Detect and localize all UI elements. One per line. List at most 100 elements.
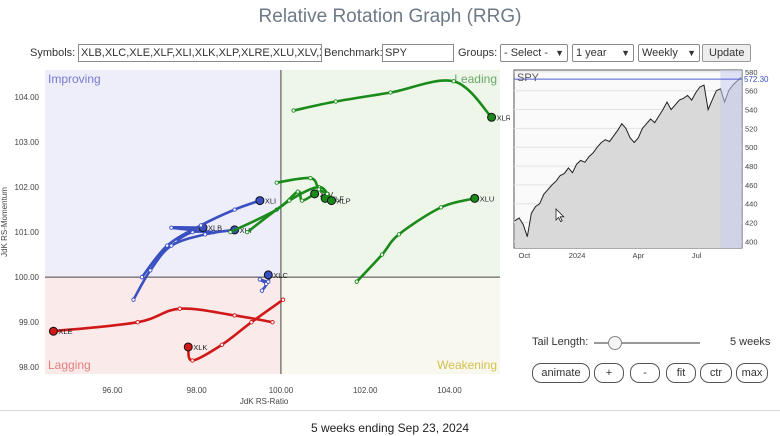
series-head-point[interactable] xyxy=(263,270,273,280)
series-label: XLC xyxy=(273,271,288,280)
tail-length-label: Tail Length: xyxy=(532,336,589,348)
series-tail-point xyxy=(135,320,140,325)
price-tick-label: 480 xyxy=(745,162,758,171)
groups-select[interactable]: - Select - ▼ xyxy=(500,44,568,62)
spy-price-chart[interactable]: SPY 400 420 440 460 480 500 520 540 560 580 Oct 202… xyxy=(0,66,780,266)
selected-period-band xyxy=(720,70,742,248)
series-tail-point xyxy=(177,306,182,311)
series-head-point[interactable] xyxy=(487,112,497,122)
series-label: XLP xyxy=(336,197,350,206)
series-tail-point xyxy=(316,187,321,192)
price-tick-label: 560 xyxy=(745,87,758,96)
series-tail-point xyxy=(325,191,330,197)
y-tick-label: 104.00 xyxy=(15,93,40,102)
series-tail-point xyxy=(190,358,195,363)
series-tail-point xyxy=(232,313,237,318)
series-tail-point xyxy=(291,108,296,113)
quadrant-label-leading: Leading xyxy=(454,72,497,86)
series-head-point[interactable] xyxy=(470,193,480,203)
x-axis-label: JdK RS-Ratio xyxy=(240,397,289,406)
tail-length-slider-handle[interactable] xyxy=(608,336,622,350)
spy-chart-title: SPY xyxy=(517,72,540,84)
y-axis-label: JdK RS-Momentum xyxy=(0,187,9,257)
quadrant-lagging xyxy=(45,277,281,374)
series-tail-point xyxy=(333,99,338,104)
zoom-out-button[interactable]: - xyxy=(630,363,660,383)
series-tail-point xyxy=(438,205,444,210)
last-price-label: 572.30 xyxy=(744,75,769,84)
fit-button[interactable]: fit xyxy=(666,363,696,383)
series-label: XLB xyxy=(208,224,222,233)
series-label: XLU xyxy=(480,194,495,203)
period-select[interactable]: 1 year ▼ xyxy=(572,44,634,62)
quadrant-label-improving: Improving xyxy=(48,72,101,86)
y-tick-label: 102.00 xyxy=(15,183,40,192)
benchmark-label: Benchmark: xyxy=(324,47,383,59)
footer-caption: 5 weeks ending Sep 23, 2024 xyxy=(310,421,470,435)
price-tick-label: 440 xyxy=(745,200,758,209)
series-head-point[interactable] xyxy=(48,326,58,336)
price-tick-label: 540 xyxy=(745,106,758,115)
interval-select[interactable]: Weekly ▼ xyxy=(638,44,700,62)
series-tail-point xyxy=(308,175,313,181)
groups-select-value: - Select - xyxy=(504,47,549,59)
series-tail-point xyxy=(280,297,286,302)
date-tick-label: Jul xyxy=(692,251,702,260)
series-tail-point xyxy=(169,225,174,230)
series-tail-point xyxy=(139,275,145,280)
y-tick-label: 103.00 xyxy=(15,138,40,147)
series-label: XLRE xyxy=(497,113,510,122)
series-head-point[interactable] xyxy=(255,196,265,206)
zoom-in-button[interactable]: + xyxy=(594,363,624,383)
series-tail-point xyxy=(232,207,237,212)
x-tick-label: 102.00 xyxy=(353,386,378,395)
series-tail-point xyxy=(354,279,359,284)
date-tick-label: 2024 xyxy=(569,251,586,260)
series-tail-point xyxy=(388,90,393,95)
animate-button[interactable]: animate xyxy=(532,363,590,383)
date-tick-label: Oct xyxy=(519,251,532,260)
y-tick-label: 101.00 xyxy=(15,228,40,237)
series-xlp[interactable]: XLP xyxy=(274,175,351,206)
series-label: XLE xyxy=(58,327,72,336)
series-xlu[interactable]: XLU xyxy=(354,193,495,284)
series-label: XLK xyxy=(193,343,207,352)
series-tail-point xyxy=(270,320,275,325)
series-head-point[interactable] xyxy=(310,189,320,199)
series-xlre[interactable]: XLRE xyxy=(291,79,510,123)
series-head-point[interactable] xyxy=(183,342,193,352)
symbols-input[interactable]: XLB,XLC,XLE,XLF,XLI,XLK,XLP,XLRE,XLU,XLV… xyxy=(78,44,322,62)
max-button[interactable]: max xyxy=(736,363,768,383)
series-tail-point xyxy=(148,268,153,273)
series-head-point[interactable] xyxy=(326,196,336,206)
series-tail-point xyxy=(274,180,279,185)
rrg-chart[interactable]: Improving Leading Lagging Weakening 96.0… xyxy=(0,66,510,410)
quadrant-weakening xyxy=(280,277,500,374)
center-button[interactable]: ctr xyxy=(700,363,732,383)
update-button[interactable]: Update xyxy=(702,44,752,62)
series-xli[interactable]: XLI xyxy=(139,196,276,280)
series-tail-point xyxy=(249,320,254,325)
series-tail-point xyxy=(257,277,263,282)
series-tail-point xyxy=(259,288,265,293)
series-tail-point xyxy=(266,279,271,284)
series-xle[interactable]: XLE xyxy=(48,306,275,336)
series-tail-point xyxy=(295,189,300,194)
price-tick-label: 520 xyxy=(745,124,758,133)
series-tail-point xyxy=(131,297,136,302)
interval-select-value: Weekly xyxy=(642,47,678,59)
page-title: Relative Rotation Graph (RRG) xyxy=(258,6,522,27)
series-xlc[interactable]: XLC xyxy=(257,270,288,293)
price-tick-label: 580 xyxy=(745,68,758,77)
series-tail-point xyxy=(202,232,208,237)
x-tick-label: 96.00 xyxy=(102,386,123,395)
tail-length-track[interactable] xyxy=(594,342,700,344)
chevron-down-icon: ▼ xyxy=(621,48,630,58)
footer-divider xyxy=(0,410,780,411)
series-xlk[interactable]: XLK xyxy=(183,297,286,363)
tail-length-value: 5 weeks xyxy=(730,336,771,348)
x-tick-label: 104.00 xyxy=(437,386,462,395)
period-select-value: 1 year xyxy=(576,47,607,59)
benchmark-input[interactable]: SPY xyxy=(382,44,454,62)
series-tail-point xyxy=(451,79,456,84)
